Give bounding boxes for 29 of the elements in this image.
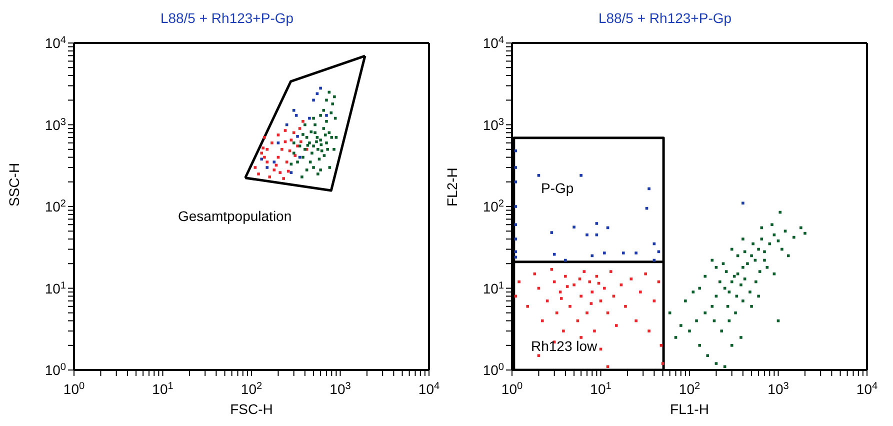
- x-tick-label: 10$^{1}$: [152, 380, 174, 397]
- x-axis-title: FL1-H: [670, 401, 709, 417]
- y-tick-label: 10$^{1}$: [44, 280, 66, 296]
- annotation: P-Gp: [541, 180, 574, 196]
- x-tick-label: 10$^{1}$: [590, 380, 612, 397]
- chart-title: L88/5 + Rh123+P-Gp: [159, 9, 295, 28]
- y-tick-label: 10$^{2}$: [482, 198, 504, 214]
- y-tick-label: 10$^{0}$: [482, 362, 504, 378]
- x-tick-label: 10$^{0}$: [501, 380, 523, 397]
- annotation: Rh123 low: [531, 338, 598, 354]
- y-tick-label: 10$^{4}$: [44, 34, 66, 51]
- x-tick-label: 10$^{0}$: [63, 380, 85, 397]
- y-tick-label: 10$^{0}$: [44, 362, 66, 378]
- y-tick-label: 10$^{3}$: [44, 116, 66, 133]
- chart-title: L88/5 + Rh123+P-Gp: [597, 9, 733, 28]
- y-axis-title: FL2-H: [444, 168, 460, 206]
- x-tick-label: 10$^{2}$: [678, 380, 700, 397]
- y-tick-label: 10$^{1}$: [482, 280, 504, 296]
- x-tick-label: 10$^{3}$: [330, 380, 352, 397]
- x-tick-label: 10$^{2}$: [240, 380, 262, 397]
- x-tick-label: 10$^{4}$: [418, 380, 440, 397]
- y-tick-label: 10$^{4}$: [482, 34, 504, 51]
- x-axis-title: FSC-H: [230, 401, 273, 417]
- x-tick-label: 10$^{3}$: [768, 380, 790, 397]
- y-tick-label: 10$^{2}$: [44, 198, 66, 214]
- annotation: Gesamtpopulation: [178, 208, 292, 224]
- y-axis-title: SSC-H: [6, 162, 22, 206]
- y-tick-label: 10$^{3}$: [482, 116, 504, 133]
- x-tick-label: 10$^{4}$: [856, 380, 878, 397]
